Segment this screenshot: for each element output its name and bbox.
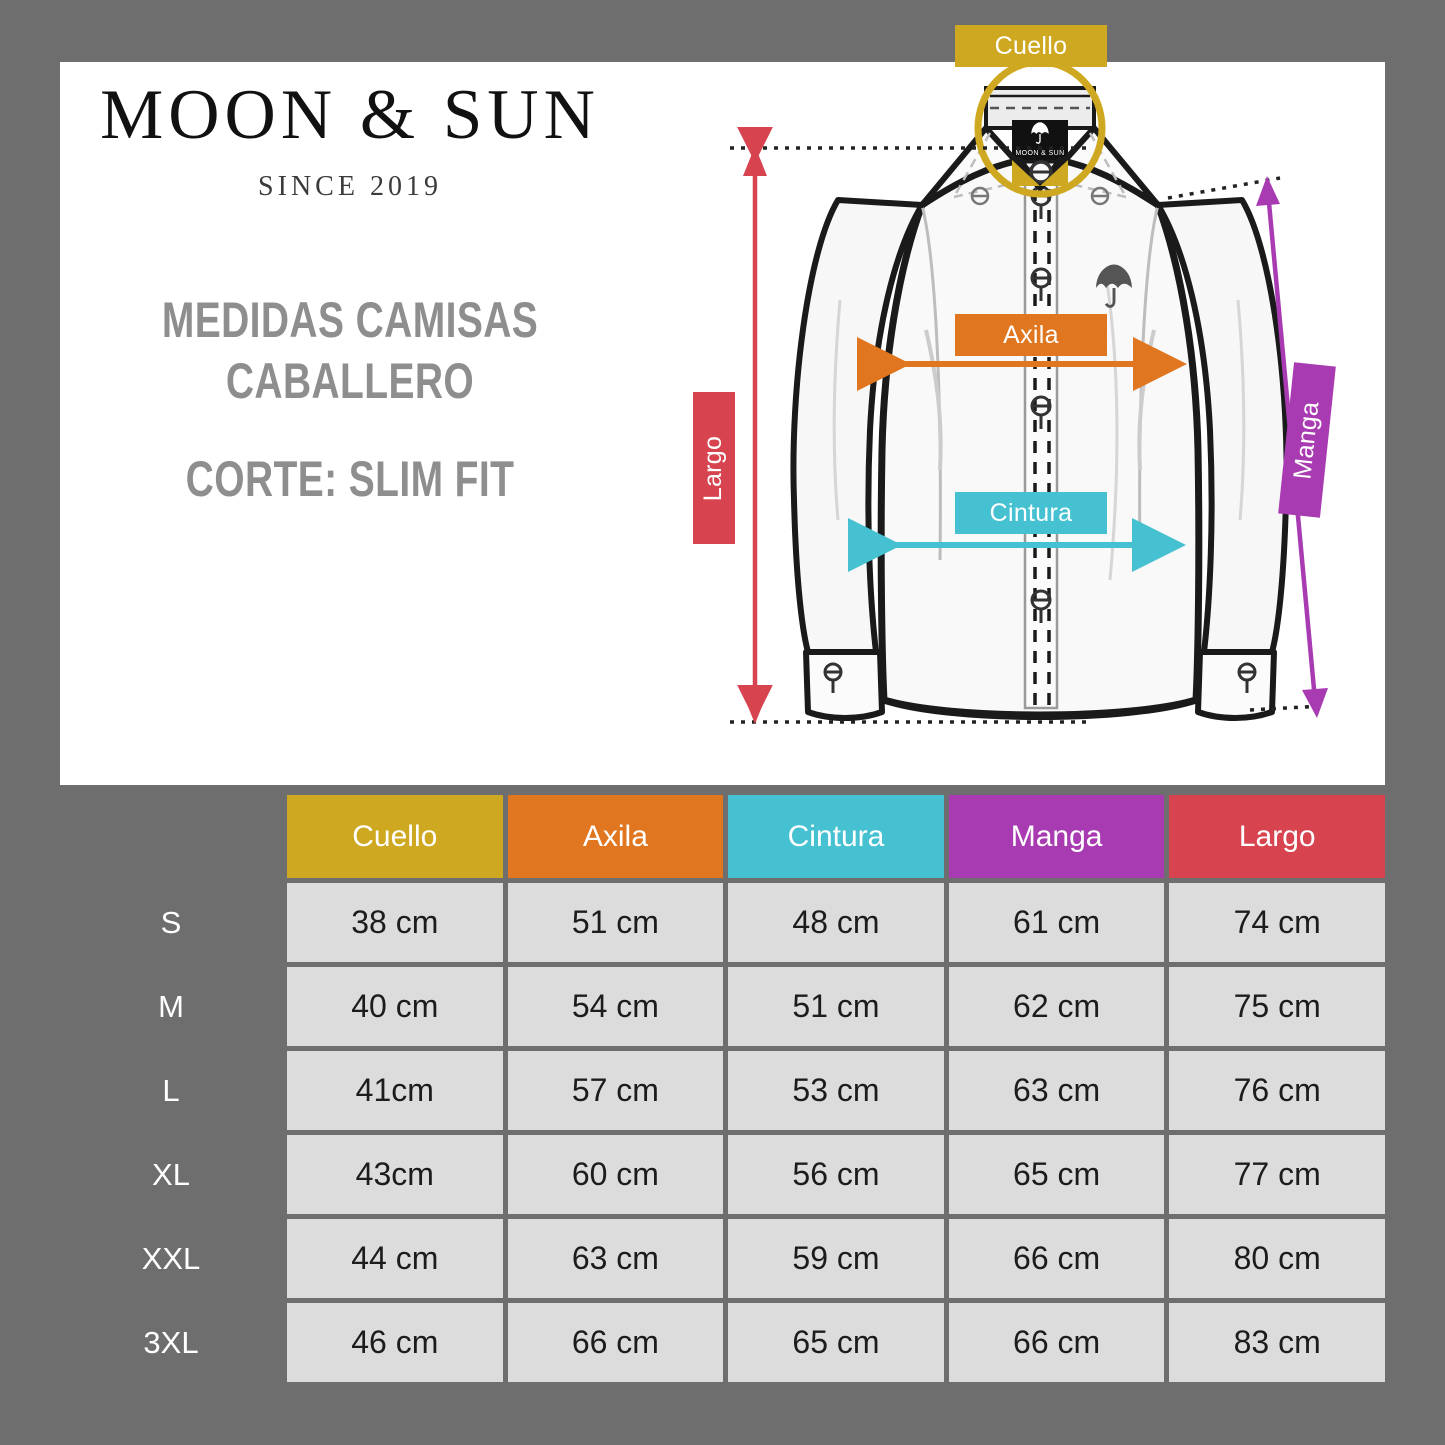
measurements-table: Cuello Axila Cintura Manga Largo S 38 cm… bbox=[60, 795, 1385, 1382]
table-row: XL bbox=[60, 1135, 282, 1214]
largo-measure-arrow bbox=[730, 126, 1090, 724]
table-header-largo: Largo bbox=[1169, 795, 1385, 878]
table-cell: 41cm bbox=[287, 1051, 503, 1130]
table-row: M bbox=[60, 967, 282, 1046]
table-cell: 40 cm bbox=[287, 967, 503, 1046]
table-row: 3XL bbox=[60, 1303, 282, 1382]
table-cell: 53 cm bbox=[728, 1051, 944, 1130]
umbrella-icon bbox=[1096, 264, 1132, 308]
table-cell: 57 cm bbox=[507, 1051, 724, 1130]
table-cell: 38 cm bbox=[287, 883, 503, 962]
table-cell: 74 cm bbox=[1169, 883, 1385, 962]
table-header-axila: Axila bbox=[507, 795, 724, 878]
table-row: S bbox=[60, 883, 282, 962]
table-cell: 54 cm bbox=[507, 967, 724, 1046]
page-subtitle: CORTE: SLIM FIT bbox=[185, 451, 515, 507]
svg-text:MOON & SUN: MOON & SUN bbox=[1015, 150, 1064, 157]
table-cell: 62 cm bbox=[948, 967, 1165, 1046]
table-cell: 60 cm bbox=[507, 1135, 724, 1214]
table-cell: 66 cm bbox=[507, 1303, 724, 1382]
table-cell: 51 cm bbox=[507, 883, 724, 962]
table-cell: 46 cm bbox=[287, 1303, 503, 1382]
table-cell: 56 cm bbox=[728, 1135, 944, 1214]
table-cell: 63 cm bbox=[507, 1219, 724, 1298]
table-cell: 51 cm bbox=[728, 967, 944, 1046]
callout-cuello-label: Cuello bbox=[994, 31, 1068, 60]
callout-cuello: Cuello bbox=[955, 25, 1107, 67]
brand-block: MOON & SUN SINCE 2019 bbox=[40, 80, 660, 203]
brand-name: MOON & SUN bbox=[100, 76, 600, 154]
callout-cintura: Cintura bbox=[955, 492, 1107, 534]
callout-manga-label: Manga bbox=[1288, 399, 1325, 481]
table-cell: 76 cm bbox=[1169, 1051, 1385, 1130]
table-row: XXL bbox=[60, 1219, 282, 1298]
table-cell: 48 cm bbox=[728, 883, 944, 962]
table-cell: 66 cm bbox=[948, 1219, 1165, 1298]
page-title-line2: CABALLERO bbox=[225, 353, 475, 409]
page-title-line1: MEDIDAS CAMISAS bbox=[161, 292, 539, 348]
table-cell: 61 cm bbox=[948, 883, 1165, 962]
brand-tagline: SINCE 2019 bbox=[258, 171, 442, 202]
callout-largo-label: Largo bbox=[699, 435, 728, 501]
callout-cintura-label: Cintura bbox=[989, 498, 1073, 527]
table-cell: 75 cm bbox=[1169, 967, 1385, 1046]
title-block: MEDIDAS CAMISAS CABALLERO CORTE: SLIM FI… bbox=[40, 290, 660, 508]
shirt-diagram: MOON & SUN bbox=[690, 0, 1390, 790]
table-cell: 77 cm bbox=[1169, 1135, 1385, 1214]
table-cell: 66 cm bbox=[948, 1303, 1165, 1382]
table-header-cuello: Cuello bbox=[287, 795, 503, 878]
table-header-manga: Manga bbox=[948, 795, 1165, 878]
table-cell: 59 cm bbox=[728, 1219, 944, 1298]
table-cell: 80 cm bbox=[1169, 1219, 1385, 1298]
callout-axila-label: Axila bbox=[1003, 320, 1059, 349]
table-header-cintura: Cintura bbox=[728, 795, 944, 878]
table-cell: 65 cm bbox=[948, 1135, 1165, 1214]
table-cell: 83 cm bbox=[1169, 1303, 1385, 1382]
cuello-measure-marker bbox=[974, 58, 1106, 198]
callout-largo: Largo bbox=[693, 392, 735, 544]
table-row: L bbox=[60, 1051, 282, 1130]
table-cell: 65 cm bbox=[728, 1303, 944, 1382]
table-header-corner bbox=[60, 795, 282, 878]
table-cell: 43cm bbox=[287, 1135, 503, 1214]
table-cell: 63 cm bbox=[948, 1051, 1165, 1130]
table-cell: 44 cm bbox=[287, 1219, 503, 1298]
shirt-illustration: MOON & SUN bbox=[790, 86, 1290, 721]
page-title: MEDIDAS CAMISAS CABALLERO bbox=[108, 290, 592, 412]
callout-axila: Axila bbox=[955, 314, 1107, 356]
